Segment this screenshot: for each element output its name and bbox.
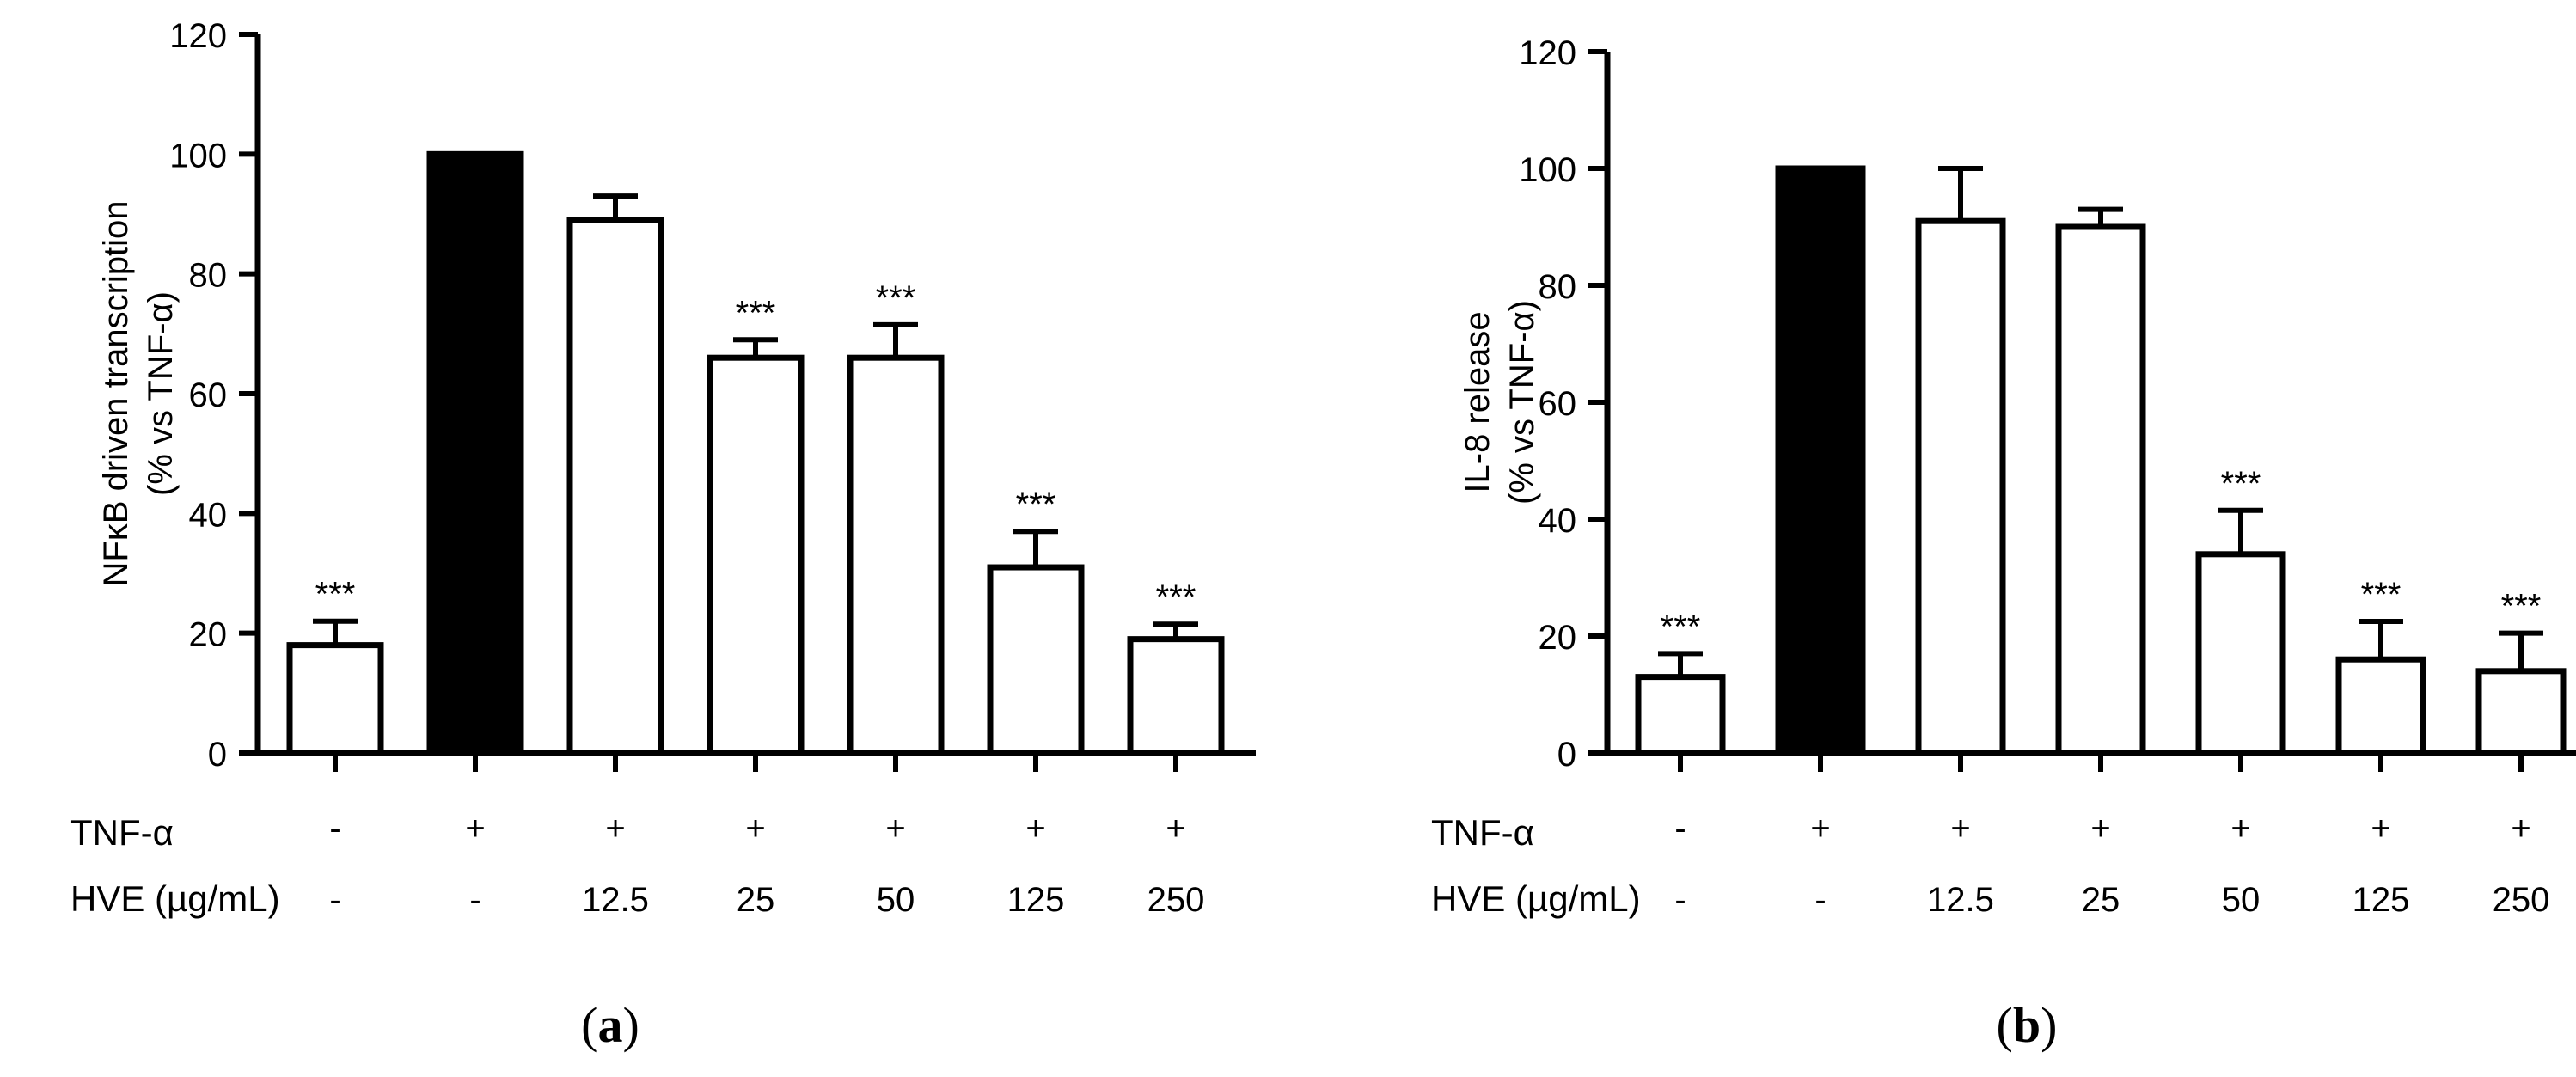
bar [286,642,384,756]
hve-row-value: 12.5 [1927,881,1994,919]
bar [2335,656,2426,756]
hve-row-value: - [329,881,340,919]
bar [1775,165,1866,756]
y-tick-label: 60 [189,376,228,414]
significance-label: *** [1156,578,1196,616]
hve-row-value: 50 [877,881,915,919]
significance-label: *** [1661,608,1701,646]
hve-row-value: 125 [1007,881,1065,919]
y-axis-label-unit: (% vs TNF-α) [1503,300,1541,505]
tnf-row-value: + [1810,810,1830,848]
hve-row-value: 250 [1147,881,1205,919]
y-tick-label: 60 [1539,385,1577,423]
y-tick-label: 0 [1557,736,1576,774]
y-tick-label: 40 [189,496,228,534]
significance-label: *** [1016,486,1056,523]
y-tick-label: 100 [169,137,227,174]
tnf-row-value: + [1025,810,1045,848]
y-tick-label: 80 [1539,268,1577,306]
y-tick-label: 20 [1539,619,1577,657]
y-tick-label: 0 [208,736,227,774]
y-tick-label: 100 [1519,151,1576,189]
tnf-row-label: TNF-α [1431,812,1534,853]
bar [847,354,945,756]
y-axis-label: NFκB driven transcription [97,200,135,586]
tnf-row-value: + [885,810,905,848]
panel-label: (b) [1997,997,2058,1053]
tnf-row-value: + [2371,810,2390,848]
bar [2055,223,2146,756]
significance-label: *** [315,576,356,614]
significance-label: *** [2501,588,2542,626]
hve-row-label: HVE (µg/mL) [70,878,280,919]
bar [987,564,1085,756]
tnf-row-value: + [2090,810,2110,848]
chart-panel-a: 0 20 40 60 80 100 120 NFκB driven transcription… [70,17,1256,1053]
y-axis-label-unit: (% vs TNF-α) [142,291,180,496]
hve-row-value: 125 [2353,881,2410,919]
bar [2195,551,2286,756]
tnf-row-value: + [465,810,485,848]
y-tick-label: 120 [169,17,227,55]
y-tick-label: 80 [189,257,228,295]
significance-label: *** [2221,465,2261,503]
y-axis-label: IL-8 release [1459,311,1496,493]
panel-label: (a) [581,997,639,1053]
bar [566,217,664,756]
tnf-row-value: - [1674,810,1686,848]
tnf-row-value: + [605,810,625,848]
y-tick-label: 40 [1539,502,1577,540]
significance-label: *** [876,279,916,317]
hve-row-value: - [469,881,480,919]
tnf-row-value: + [1950,810,1970,848]
tnf-row-value: - [329,810,340,848]
tnf-row-value: + [745,810,765,848]
y-tick-label: 120 [1519,34,1576,72]
bar [1915,217,2006,756]
bar [1635,674,1726,756]
significance-label: *** [2361,576,2402,614]
hve-row-value: - [1814,881,1826,919]
hve-row-value: 12.5 [582,881,649,919]
hve-row-value: 25 [2082,881,2120,919]
hve-row-value: 50 [2222,881,2261,919]
hve-row-value: 25 [737,881,775,919]
bar [2475,668,2567,756]
tnf-row-value: + [2230,810,2250,848]
hve-row-value: - [1674,881,1686,919]
tnf-row-value: + [2511,810,2530,848]
chart-panel-b: 0 20 40 60 80 100 120 IL-8 release (% vs TNF-α) *… [1431,34,2576,1053]
significance-label: *** [736,294,776,332]
hve-row-label: HVE (µg/mL) [1431,878,1641,919]
tnf-row-value: + [1166,810,1185,848]
hve-row-value: 250 [2493,881,2550,919]
y-tick-label: 20 [189,616,228,654]
bar [1127,636,1225,756]
bar [707,354,805,756]
bar [426,150,524,756]
tnf-row-label: TNF-α [70,812,174,853]
